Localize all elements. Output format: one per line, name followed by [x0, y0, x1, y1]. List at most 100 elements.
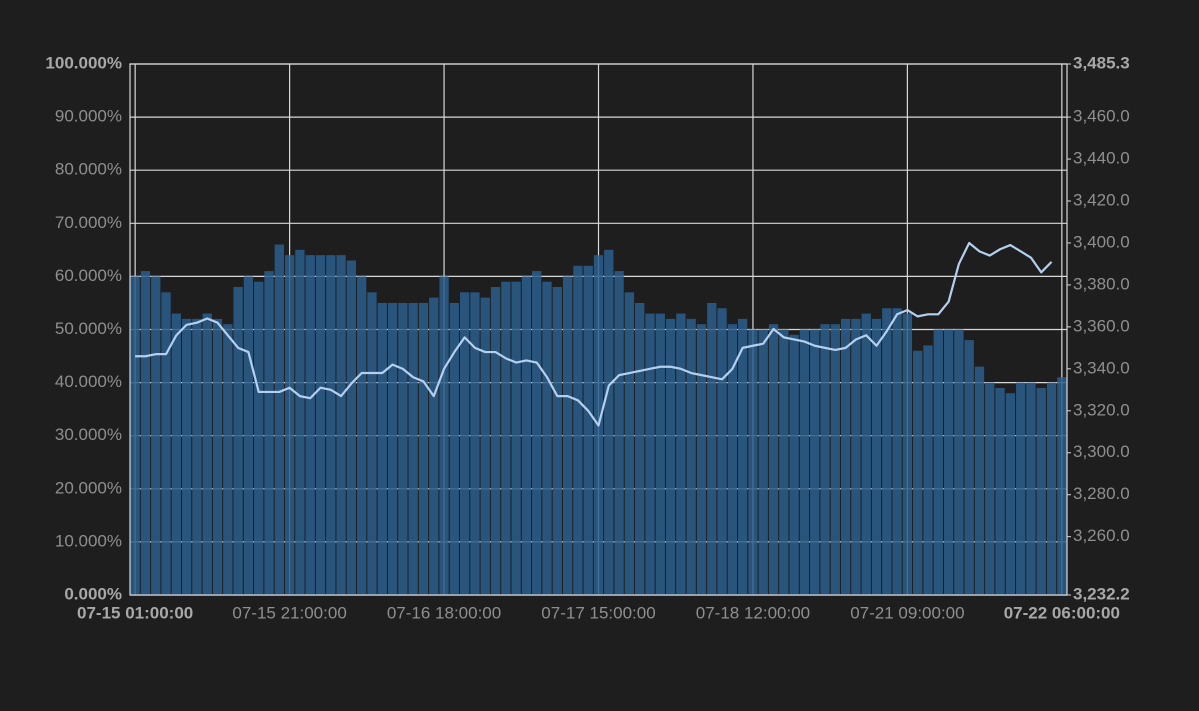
bar [1026, 382, 1036, 595]
y-tick-label: 10.000% [55, 531, 122, 550]
bar [130, 276, 140, 595]
bar [387, 302, 398, 595]
bar [418, 302, 429, 595]
bar [346, 260, 357, 595]
y-tick-label: 60.000% [55, 266, 122, 285]
y2-tick-label: 3,400.0 [1073, 232, 1130, 251]
bar [974, 366, 985, 595]
bar [995, 387, 1005, 595]
bar [274, 244, 284, 596]
y-tick-label: 80.000% [55, 160, 122, 179]
bar [645, 313, 655, 595]
y2-tick-label: 3,485.3 [1073, 53, 1130, 72]
bar [1057, 377, 1067, 595]
y2-tick-label: 3,460.0 [1073, 107, 1130, 126]
bar [490, 287, 501, 595]
bar [470, 292, 480, 595]
bar [480, 297, 490, 595]
bar [840, 318, 851, 595]
bar [171, 313, 181, 595]
bar [758, 329, 768, 595]
bar [1005, 393, 1016, 595]
y-tick-label: 100.000% [45, 53, 122, 72]
bar [223, 324, 233, 595]
bar [305, 255, 315, 595]
bar [748, 329, 758, 595]
bar [439, 276, 449, 595]
bar [799, 329, 810, 595]
x-tick-label: 07-22 06:00:00 [1004, 603, 1120, 622]
bar [233, 287, 243, 595]
bar [902, 313, 913, 595]
bar [779, 329, 789, 595]
bar [820, 324, 830, 595]
bar [707, 302, 717, 595]
x-tick-label: 07-15 21:00:00 [232, 603, 346, 622]
bar [810, 329, 820, 595]
bar [192, 318, 202, 595]
bar [151, 276, 161, 595]
bar [655, 313, 665, 595]
bar [377, 302, 387, 595]
bar [923, 345, 933, 595]
bar [635, 302, 645, 595]
y-tick-label: 40.000% [55, 372, 122, 391]
bar [861, 313, 871, 595]
bar [212, 318, 223, 595]
y2-tick-label: 3,300.0 [1073, 442, 1130, 461]
y-tick-label: 20.000% [55, 478, 122, 497]
bar [954, 329, 964, 595]
bar [717, 308, 727, 595]
bar [449, 302, 459, 595]
bar [243, 276, 254, 595]
bar [336, 255, 346, 595]
y2-tick-label: 3,360.0 [1073, 316, 1130, 335]
bar [851, 318, 861, 595]
bar [583, 265, 593, 595]
bar [542, 281, 552, 595]
bar [357, 276, 367, 595]
bar [326, 255, 336, 595]
y2-tick-label: 3,320.0 [1073, 400, 1130, 419]
bar [398, 302, 408, 595]
bar [295, 249, 305, 595]
bar [913, 350, 923, 595]
bar [532, 271, 542, 595]
y2-tick-label: 3,340.0 [1073, 358, 1130, 377]
y2-tick-label: 3,280.0 [1073, 484, 1130, 503]
bar [1046, 382, 1057, 595]
y2-tick-label: 3,232.2 [1073, 584, 1130, 603]
bar [501, 281, 511, 595]
bar [511, 281, 521, 595]
bar [943, 329, 954, 595]
bar [789, 334, 799, 595]
bar [202, 313, 212, 595]
bar [161, 292, 171, 595]
y-tick-label: 70.000% [55, 213, 122, 232]
bar [892, 308, 902, 595]
bar [727, 324, 738, 595]
bar [768, 324, 779, 595]
bar [614, 271, 624, 595]
x-tick-label: 07-18 12:00:00 [696, 603, 810, 622]
x-tick-label: 07-17 15:00:00 [541, 603, 655, 622]
bar [1016, 382, 1026, 595]
y2-tick-label: 3,260.0 [1073, 526, 1130, 545]
bar [964, 340, 974, 595]
bar [367, 292, 377, 595]
bar [408, 302, 418, 595]
bar [1036, 387, 1046, 595]
bar [738, 318, 748, 595]
line [135, 241, 1053, 427]
plot-frame [129, 63, 1068, 596]
x-tick-label: 07-16 18:00:00 [387, 603, 501, 622]
bar [562, 276, 573, 595]
y-tick-label: 50.000% [55, 319, 122, 338]
bar [264, 271, 274, 595]
bar [696, 324, 707, 595]
bar [830, 324, 840, 595]
x-tick-label: 07-21 09:00:00 [850, 603, 964, 622]
bar [665, 318, 676, 595]
